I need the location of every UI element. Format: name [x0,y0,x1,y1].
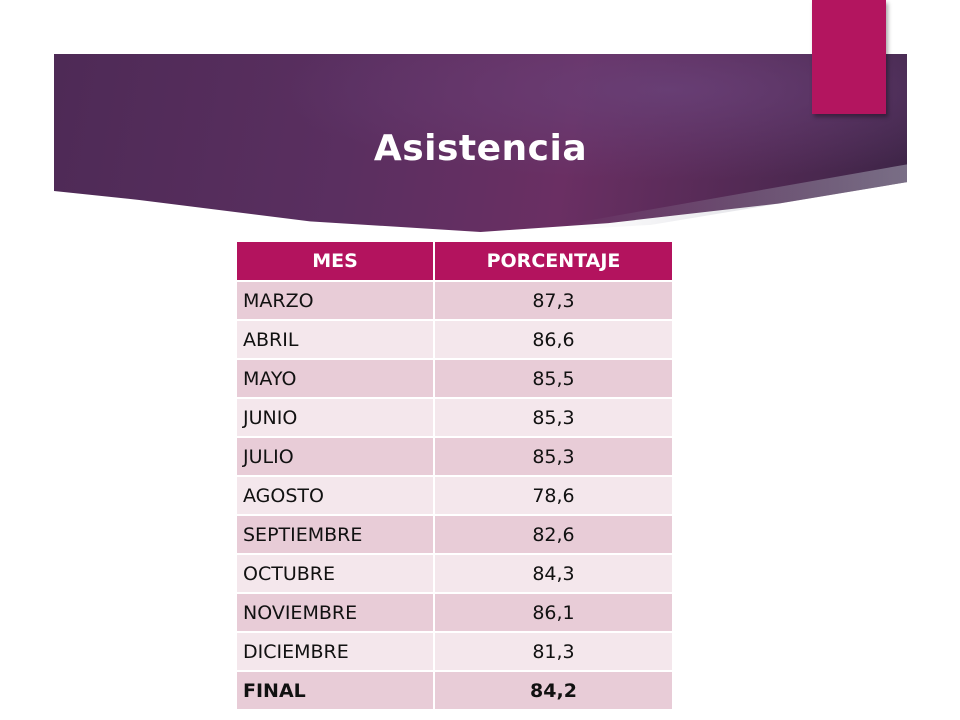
month-cell: OCTUBRE [237,553,435,593]
table-row: DICIEMBRE 81,3 [237,631,672,671]
table-header-row: MES PORCENTAJE [237,242,672,281]
percentage-cell: 85,5 [434,358,672,398]
header-month: MES [237,242,435,281]
table-row: MAYO 85,5 [237,358,672,398]
percentage-cell: 85,3 [434,397,672,437]
table-row: OCTUBRE 84,3 [237,553,672,593]
month-cell: JULIO [237,436,435,476]
slide-title: Asistencia [373,128,588,169]
month-cell: SEPTIEMBRE [237,514,435,554]
header-percentage: PORCENTAJE [434,242,672,281]
table-row: SEPTIEMBRE 82,6 [237,514,672,554]
final-value-cell: 84,2 [434,670,672,709]
month-cell: JUNIO [237,397,435,437]
table-row: NOVIEMBRE 86,1 [237,592,672,632]
percentage-cell: 86,1 [434,592,672,632]
percentage-cell: 84,3 [434,553,672,593]
final-label-cell: FINAL [237,670,435,709]
percentage-cell: 87,3 [434,280,672,320]
month-cell: MAYO [237,358,435,398]
percentage-cell: 85,3 [434,436,672,476]
table-row-final: FINAL 84,2 [237,670,672,709]
month-cell: NOVIEMBRE [237,592,435,632]
accent-bar [812,0,886,114]
month-cell: ABRIL [237,319,435,359]
percentage-cell: 81,3 [434,631,672,671]
percentage-cell: 86,6 [434,319,672,359]
percentage-cell: 82,6 [434,514,672,554]
month-cell: AGOSTO [237,475,435,515]
attendance-table: MES PORCENTAJE MARZO 87,3 ABRIL 86,6 MAY… [237,242,672,709]
month-cell: DICIEMBRE [237,631,435,671]
table-row: MARZO 87,3 [237,280,672,320]
month-cell: MARZO [237,280,435,320]
table-row: JULIO 85,3 [237,436,672,476]
table-row: AGOSTO 78,6 [237,475,672,515]
percentage-cell: 78,6 [434,475,672,515]
table-row: JUNIO 85,3 [237,397,672,437]
table-row: ABRIL 86,6 [237,319,672,359]
